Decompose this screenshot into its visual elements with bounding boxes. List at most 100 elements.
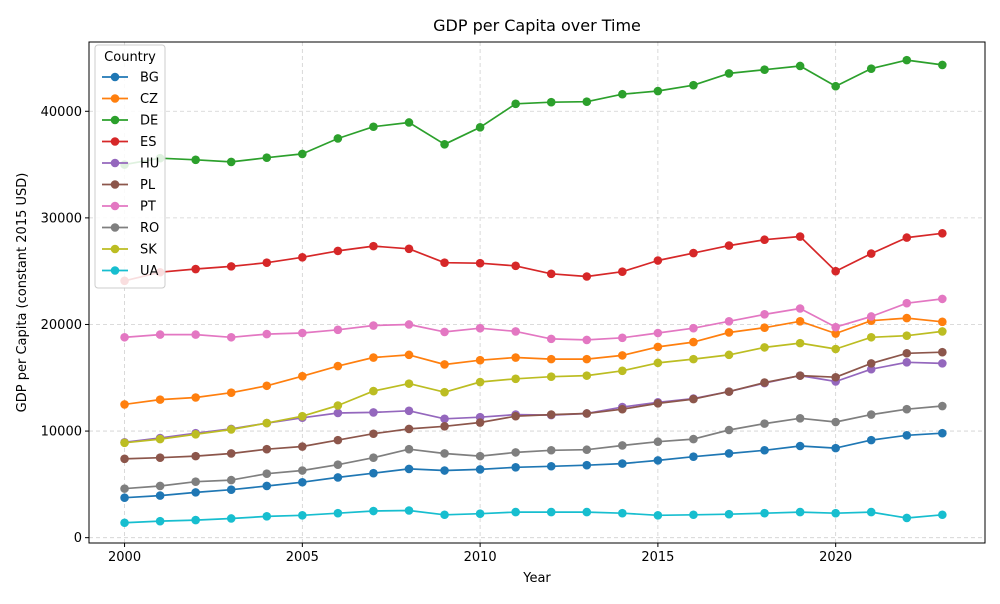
data-point xyxy=(475,418,485,427)
data-point xyxy=(795,61,805,71)
data-point xyxy=(333,325,343,335)
data-point xyxy=(724,350,734,360)
series-line-cz xyxy=(124,317,943,406)
data-point xyxy=(262,258,272,267)
legend-swatch-marker xyxy=(110,72,120,82)
data-point xyxy=(404,118,414,127)
series-line-pl xyxy=(124,351,943,460)
series-pl xyxy=(120,347,947,464)
data-point xyxy=(582,335,592,345)
data-point xyxy=(653,437,663,447)
data-point xyxy=(902,358,912,367)
data-point xyxy=(155,453,165,463)
data-point xyxy=(475,122,485,132)
data-point xyxy=(333,408,343,418)
data-point xyxy=(120,400,129,409)
data-point xyxy=(333,401,343,410)
data-point xyxy=(689,394,698,404)
data-point xyxy=(298,442,307,451)
data-point xyxy=(582,507,592,517)
data-point xyxy=(795,441,805,451)
data-point xyxy=(511,374,520,384)
data-point xyxy=(369,429,378,439)
data-point xyxy=(618,441,627,450)
grid-lines xyxy=(89,42,985,543)
legend: Country BG CZ DE ES HU PL PT RO SK UA xyxy=(94,44,166,289)
data-point xyxy=(902,313,912,323)
data-point xyxy=(689,80,698,90)
data-point xyxy=(155,395,165,404)
legend-swatch-marker xyxy=(110,180,120,189)
data-point xyxy=(831,344,840,354)
data-point xyxy=(298,328,307,338)
data-point xyxy=(653,510,663,520)
data-point xyxy=(333,473,343,482)
data-point xyxy=(831,266,840,276)
data-point xyxy=(760,508,769,518)
data-point xyxy=(546,445,556,455)
data-point xyxy=(262,481,272,491)
data-point xyxy=(191,155,200,165)
legend-swatch-marker xyxy=(110,223,120,232)
data-point xyxy=(155,481,165,491)
data-point xyxy=(546,97,556,107)
x-tick-label: 2010 xyxy=(464,550,497,565)
data-point xyxy=(404,464,414,474)
data-point xyxy=(653,328,663,338)
data-point xyxy=(369,468,378,478)
data-point xyxy=(689,510,698,520)
series-line-ro xyxy=(124,405,943,490)
series-ro xyxy=(120,401,947,493)
data-point xyxy=(582,445,592,455)
data-point xyxy=(582,97,592,106)
data-point xyxy=(831,372,840,382)
legend-item-de: DE xyxy=(102,114,158,129)
data-point xyxy=(191,477,200,487)
data-point xyxy=(653,342,663,352)
legend-item-hu: HU xyxy=(102,157,159,172)
data-point xyxy=(618,459,627,468)
data-point xyxy=(938,401,947,411)
data-point xyxy=(618,333,627,343)
data-point xyxy=(760,419,769,428)
data-point xyxy=(155,330,165,339)
data-point xyxy=(404,320,414,329)
legend-label: UA xyxy=(140,264,159,279)
data-point xyxy=(760,65,769,75)
legend-items: BG CZ DE ES HU PL PT RO SK UA xyxy=(102,71,159,279)
data-point xyxy=(618,508,627,518)
data-point xyxy=(298,371,307,381)
data-point xyxy=(226,157,236,167)
data-point xyxy=(938,510,947,520)
legend-label: PT xyxy=(140,200,156,215)
legend-item-bg: BG xyxy=(102,71,159,86)
series-layer xyxy=(120,55,947,528)
y-tick-label: 20000 xyxy=(41,318,82,333)
data-point xyxy=(333,134,343,143)
data-point xyxy=(475,465,485,474)
x-tick-label: 2000 xyxy=(108,550,141,565)
x-tick-label: 2020 xyxy=(819,550,852,565)
data-point xyxy=(191,264,200,274)
legend-item-ua: UA xyxy=(102,264,159,279)
legend-swatch-marker xyxy=(110,137,120,146)
legend-swatch-marker xyxy=(110,115,120,125)
data-point xyxy=(689,323,698,333)
y-tick-label: 40000 xyxy=(41,105,82,120)
x-tick-label: 2005 xyxy=(286,550,319,565)
data-point xyxy=(582,460,592,470)
data-point xyxy=(440,360,449,369)
data-point xyxy=(689,452,698,461)
data-point xyxy=(226,514,236,523)
data-point xyxy=(440,414,449,424)
data-point xyxy=(866,64,876,73)
data-point xyxy=(902,513,912,523)
data-point xyxy=(262,381,272,391)
data-point xyxy=(902,298,912,308)
data-point xyxy=(155,516,165,526)
data-point xyxy=(724,241,734,250)
data-point xyxy=(582,354,592,364)
data-point xyxy=(724,509,734,519)
y-tick-label: 30000 xyxy=(41,211,82,226)
data-point xyxy=(653,456,663,465)
